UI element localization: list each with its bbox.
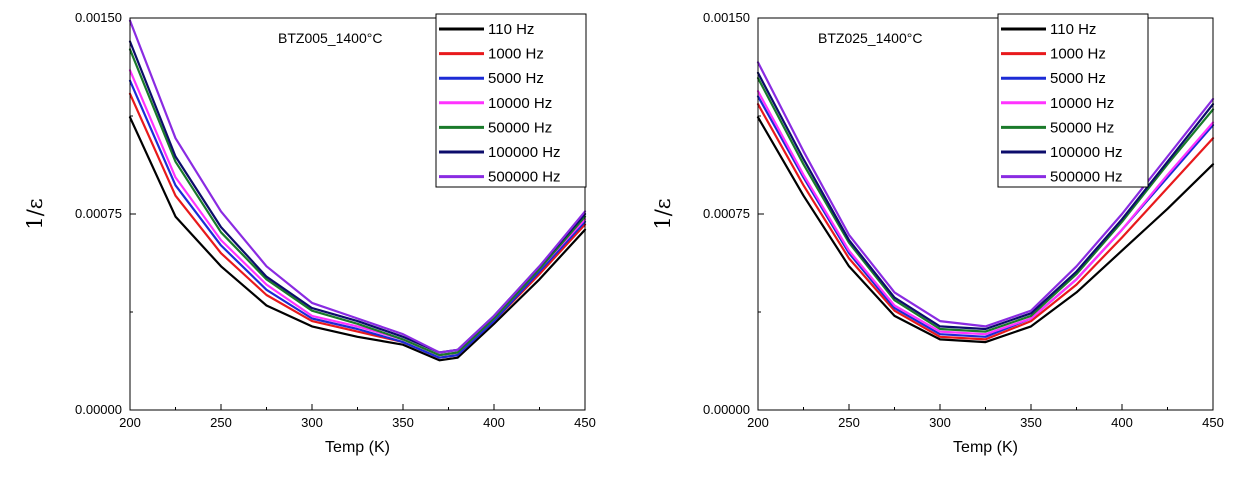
x-axis-title: Temp (K) [325, 439, 390, 456]
y-axis-title: 1/ε [651, 198, 675, 229]
y-tick-label: 0.00150 [75, 10, 122, 25]
legend-label: 100000 Hz [1050, 144, 1123, 161]
x-tick-label: 450 [1202, 415, 1224, 430]
series-line-5 [756, 76, 1215, 333]
legend-box [997, 13, 1149, 188]
x-tick-label: 350 [392, 415, 414, 430]
legend-label: 10000 Hz [488, 95, 552, 112]
legend-label: 5000 Hz [1050, 70, 1106, 87]
y-tick-label: 0.00075 [75, 206, 122, 221]
legend-label: 10000 Hz [1050, 95, 1114, 112]
legend-label: 5000 Hz [488, 70, 544, 87]
series-line-1 [128, 116, 587, 362]
y-tick-label: 0.00150 [703, 10, 750, 25]
plot-annotation: BTZ005_1400°C [278, 30, 382, 46]
x-tick-label: 400 [483, 415, 505, 430]
legend-box [435, 13, 587, 188]
series-line-7 [128, 19, 587, 354]
y-axis-title: 1/ε [23, 198, 47, 229]
x-tick-label: 250 [838, 415, 860, 430]
legend-label: 100000 Hz [488, 144, 561, 161]
legend-label: 1000 Hz [1050, 46, 1106, 63]
x-tick-label: 200 [119, 415, 141, 430]
legend-label: 50000 Hz [488, 119, 552, 136]
x-tick-label: 250 [210, 415, 232, 430]
chart-panel-2: 200 250 300 350 400 450 0.00000 0.00075 0.00150 T… [651, 10, 1224, 456]
legend-label: 1000 Hz [488, 46, 544, 63]
legend-label: 50000 Hz [1050, 119, 1114, 136]
series-line-7 [756, 61, 1215, 328]
series-line-2 [756, 103, 1215, 341]
series-line-4 [756, 90, 1215, 336]
x-tick-label: 350 [1020, 415, 1042, 430]
legend-label: 110 Hz [1050, 21, 1096, 38]
x-tick-label: 300 [929, 415, 951, 430]
x-tick-label: 400 [1111, 415, 1133, 430]
legend-label: 500000 Hz [488, 169, 561, 186]
legend: 110 Hz 1000 Hz 5000 Hz 10000 Hz 50000 Hz 1000… [435, 13, 587, 188]
plot-annotation: BTZ025_1400°C [818, 30, 922, 46]
x-tick-label: 450 [574, 415, 596, 430]
series-line-6 [756, 71, 1215, 331]
series-line-3 [128, 79, 587, 359]
chart-panel-1: 200 250 300 350 400 450 0.00000 0.00075 0.00150 T… [23, 10, 596, 456]
y-tick-label: 0.00000 [75, 402, 122, 417]
series-line-1 [756, 116, 1215, 344]
y-tick-label: 0.00000 [703, 402, 750, 417]
series-line-5 [128, 48, 587, 357]
legend-label: 500000 Hz [1050, 169, 1123, 186]
x-tick-label: 300 [301, 415, 323, 430]
x-axis-title: Temp (K) [953, 439, 1018, 456]
y-tick-label: 0.00075 [703, 206, 750, 221]
x-tick-label: 200 [747, 415, 769, 430]
legend: 110 Hz 1000 Hz 5000 Hz 10000 Hz 50000 Hz 1000… [997, 13, 1149, 188]
legend-label: 110 Hz [488, 21, 534, 38]
